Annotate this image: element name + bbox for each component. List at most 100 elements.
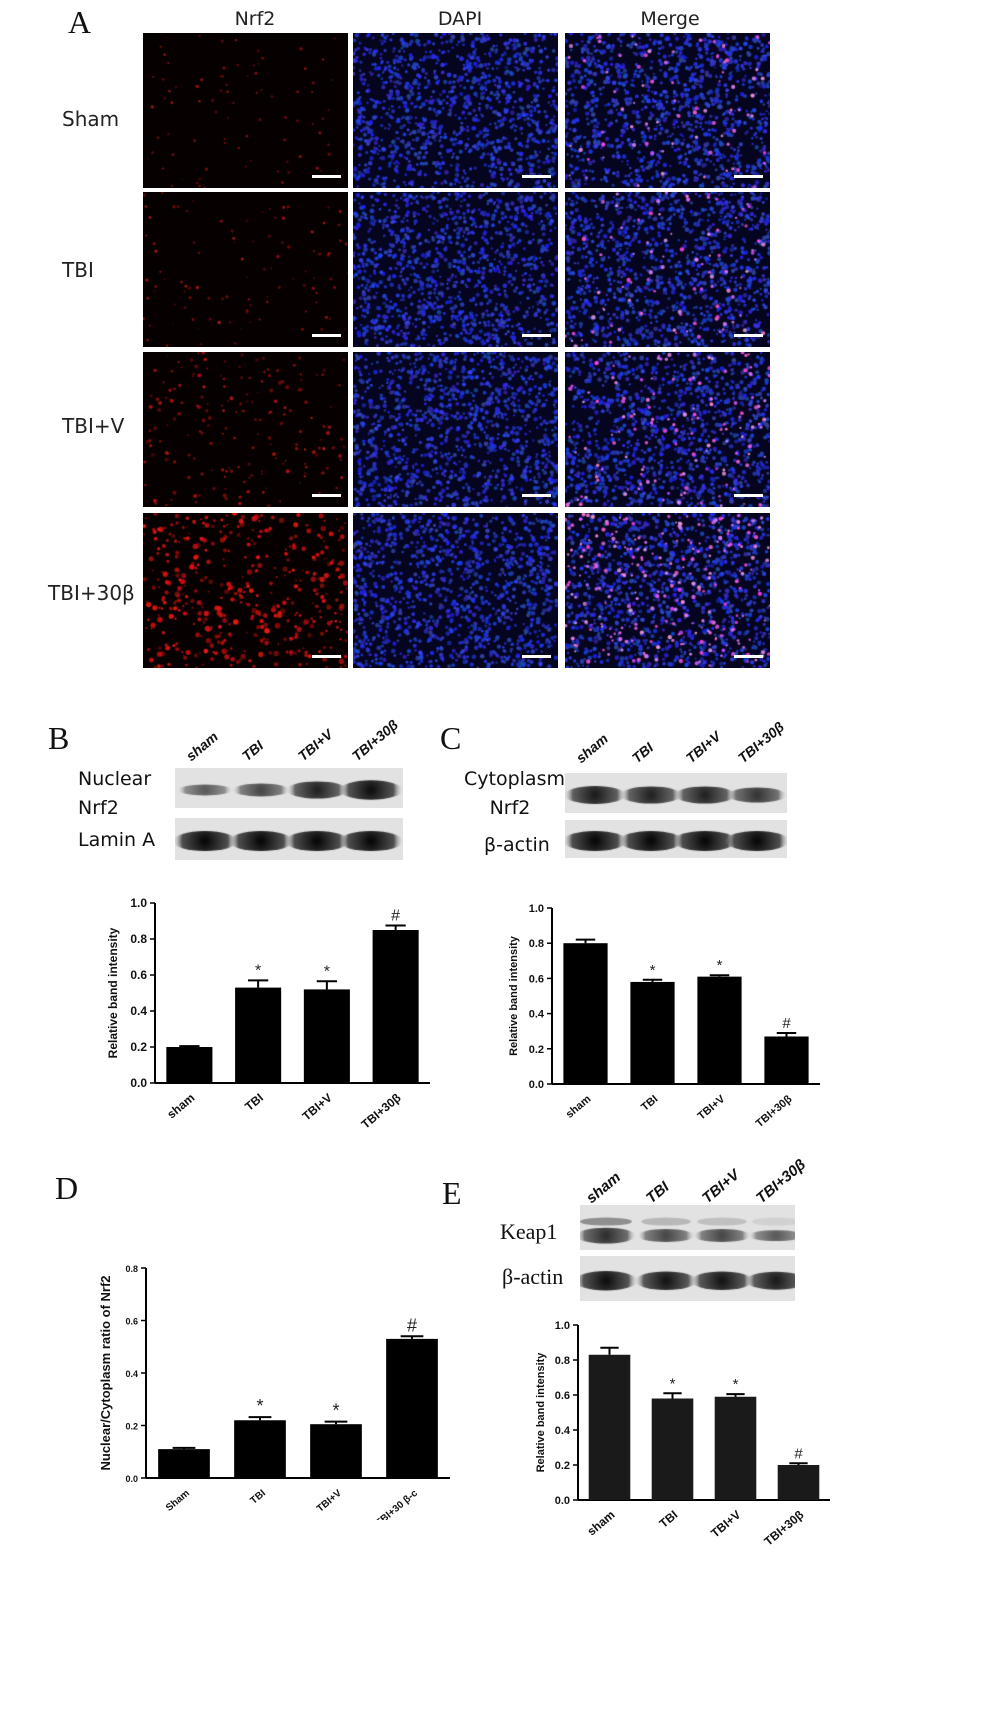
micrograph-nrf2-tbi-v bbox=[143, 352, 348, 507]
scale-bar bbox=[734, 655, 763, 658]
panel-label-c: C bbox=[440, 720, 462, 756]
bar bbox=[235, 987, 282, 1083]
micrograph-dapi-tbi bbox=[353, 192, 558, 347]
category-label: TBI+V bbox=[708, 1508, 743, 1541]
micrograph-dapi-tbi-v bbox=[353, 352, 558, 507]
y-tick-label: 0.2 bbox=[529, 1044, 544, 1056]
y-axis-label: Relative band intensity bbox=[535, 1352, 547, 1473]
significance-mark: # bbox=[391, 908, 400, 925]
bar-chart-d: 0.0 0.2 0.4 0.6 0.8 Nuclear/Cytoplasm ratio o… bbox=[98, 1264, 450, 1520]
y-axis-label: Nuclear/Cytoplasm ratio of Nrf2 bbox=[98, 1275, 113, 1470]
bar-chart-b: 0.0 0.2 0.4 0.6 0.8 1.0 Relative band intensit… bbox=[106, 896, 430, 1132]
bar bbox=[777, 1465, 820, 1500]
y-axis-label: Relative band intensity bbox=[106, 927, 120, 1058]
y-tick-label: 0.6 bbox=[529, 973, 544, 985]
micrograph-merge-tbi-v bbox=[565, 352, 770, 507]
bar bbox=[630, 981, 675, 1084]
row-label-tbi-v: TBI+V bbox=[62, 414, 125, 438]
blot-strip-2 bbox=[175, 818, 403, 860]
significance-mark: * bbox=[255, 962, 261, 979]
lane-label-sham: sham bbox=[572, 730, 612, 766]
bar bbox=[714, 1396, 757, 1500]
bar bbox=[386, 1338, 438, 1478]
category-label: TBI+30β bbox=[754, 1093, 795, 1130]
bar bbox=[166, 1047, 213, 1083]
lane-label-tbi: TBI bbox=[643, 1178, 673, 1207]
lane-label-tbi-30-: TBI+30β bbox=[753, 1156, 810, 1207]
scale-bar bbox=[312, 655, 341, 658]
y-tick-label: 0.2 bbox=[130, 1040, 147, 1054]
category-label: TBI+V bbox=[315, 1488, 344, 1515]
y-tick-label: 0.8 bbox=[529, 938, 544, 950]
bar-chart-c: 0.0 0.2 0.4 0.6 0.8 1.0 Relative band intensit… bbox=[508, 903, 820, 1130]
bar bbox=[234, 1420, 286, 1478]
blot-strip-2 bbox=[565, 820, 787, 858]
lane-label-sham: sham bbox=[182, 728, 222, 764]
micrograph-dapi-tbi-30b bbox=[353, 513, 558, 668]
y-tick-label: 0.0 bbox=[130, 1076, 147, 1090]
category-label: TBI+30β bbox=[761, 1508, 806, 1549]
scale-bar bbox=[522, 655, 551, 658]
y-tick-label: 1.0 bbox=[555, 1320, 570, 1332]
y-tick-label: 0.4 bbox=[555, 1425, 571, 1437]
lane-label-sham: sham bbox=[583, 1168, 625, 1207]
y-tick-label: 0.8 bbox=[555, 1355, 570, 1367]
band-label-1: Cytoplasm Nrf2 bbox=[464, 768, 565, 819]
scale-bar bbox=[734, 175, 763, 178]
significance-mark: * bbox=[650, 962, 656, 979]
lane-label-tbi: TBI bbox=[238, 737, 267, 764]
panel-label-e: E bbox=[442, 1175, 462, 1211]
bar bbox=[310, 1424, 362, 1478]
significance-mark: * bbox=[332, 1401, 339, 1421]
y-tick-label: 0.2 bbox=[555, 1460, 570, 1472]
bar-chart-e: 0.0 0.2 0.4 0.6 0.8 1.0 Relative band intensit… bbox=[535, 1320, 830, 1549]
y-tick-label: 0.6 bbox=[555, 1390, 570, 1402]
micrograph-nrf2-tbi-30b bbox=[143, 513, 348, 668]
scale-bar bbox=[312, 334, 341, 337]
micrograph-nrf2-tbi bbox=[143, 192, 348, 347]
significance-mark: # bbox=[782, 1015, 791, 1032]
band-label-1: Nuclear Nrf2 bbox=[78, 768, 152, 819]
category-label: sham bbox=[164, 1091, 197, 1122]
category-label: TBI+30 β-c bbox=[374, 1488, 420, 1520]
category-label: TBI+30β bbox=[359, 1091, 404, 1132]
y-tick-label: 0.6 bbox=[125, 1317, 138, 1327]
band-label-2: β-actin bbox=[484, 834, 550, 856]
category-label: sham bbox=[584, 1508, 617, 1539]
lane-label-tbi-30-: TBI+30β bbox=[348, 716, 402, 764]
panel-label-d: D bbox=[55, 1170, 79, 1206]
significance-mark: * bbox=[324, 963, 330, 980]
significance-mark: * bbox=[733, 1376, 739, 1393]
significance-mark: * bbox=[717, 957, 723, 974]
band-label-2: β-actin bbox=[502, 1264, 564, 1289]
category-label: TBI bbox=[639, 1093, 660, 1114]
bar bbox=[651, 1398, 694, 1500]
micrograph-merge-tbi bbox=[565, 192, 770, 347]
band-label-1: Keap1 bbox=[500, 1219, 558, 1244]
column-header-merge: Merge bbox=[640, 8, 700, 30]
scale-bar bbox=[522, 175, 551, 178]
category-label: sham bbox=[564, 1093, 594, 1121]
row-label-tbi: TBI bbox=[62, 258, 94, 282]
lane-label-tbi: TBI bbox=[628, 739, 657, 766]
bar bbox=[372, 930, 419, 1083]
panel-label-b: B bbox=[48, 720, 70, 756]
y-tick-label: 0.8 bbox=[125, 1264, 138, 1274]
y-tick-label: 0.0 bbox=[125, 1474, 138, 1484]
y-tick-label: 0.4 bbox=[529, 1009, 545, 1021]
category-label: TBI bbox=[249, 1488, 269, 1507]
significance-mark: * bbox=[256, 1396, 263, 1416]
row-label-tbi-30b: TBI+30β bbox=[48, 581, 135, 605]
significance-mark: # bbox=[407, 1315, 417, 1335]
y-axis-label: Relative band intensity bbox=[508, 935, 520, 1056]
scale-bar bbox=[522, 334, 551, 337]
significance-mark: # bbox=[794, 1445, 803, 1462]
scale-bar bbox=[734, 334, 763, 337]
band-label-2: Lamin A bbox=[78, 829, 156, 851]
category-label: TBI bbox=[657, 1508, 681, 1531]
row-label-sham: Sham bbox=[62, 107, 120, 131]
micrograph-nrf2-sham bbox=[143, 33, 348, 188]
bar bbox=[588, 1354, 631, 1500]
y-tick-label: 1.0 bbox=[529, 903, 544, 915]
scale-bar bbox=[734, 494, 763, 497]
